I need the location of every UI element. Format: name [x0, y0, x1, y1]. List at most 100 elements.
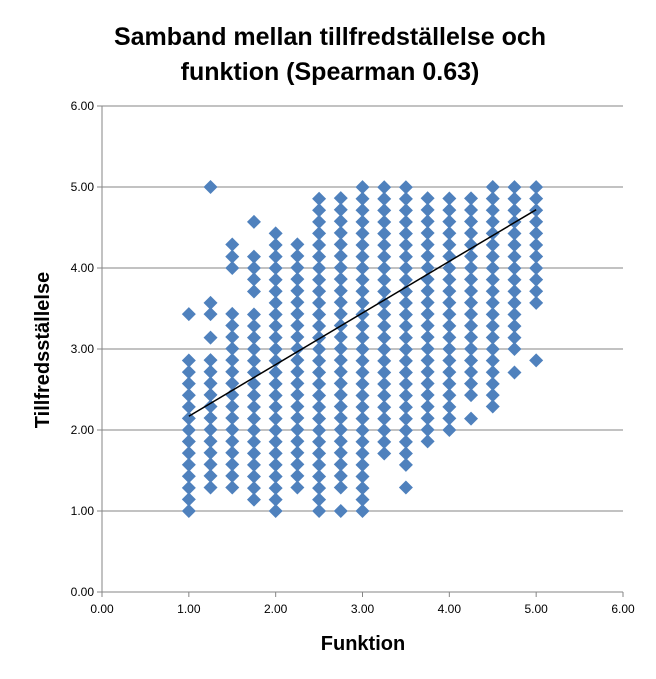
data-point: [312, 295, 327, 310]
data-point: [507, 284, 522, 299]
data-point: [377, 307, 392, 322]
data-point: [312, 446, 327, 461]
data-point: [290, 249, 305, 264]
data-point: [529, 249, 544, 264]
data-point: [442, 353, 457, 368]
data-point: [377, 353, 392, 368]
data-point: [420, 202, 435, 217]
data-point: [333, 272, 348, 287]
data-point: [268, 388, 283, 403]
data-point: [268, 481, 283, 496]
data-point: [398, 446, 413, 461]
y-tick-label: 3.00: [71, 342, 95, 356]
data-point: [225, 261, 240, 275]
data-point: [225, 306, 240, 321]
data-point: [464, 388, 479, 403]
trendline: [188, 209, 537, 417]
data-point: [246, 481, 261, 496]
data-point: [355, 388, 370, 403]
y-axis-title: Tillfredsställelse: [32, 272, 54, 428]
data-point: [420, 422, 435, 437]
data-point: [268, 353, 283, 368]
data-point: [355, 319, 370, 334]
data-point: [290, 353, 305, 368]
data-point: [442, 318, 457, 333]
data-point: [442, 214, 457, 229]
data-point: [246, 319, 261, 334]
data-point: [442, 365, 457, 380]
data-point: [203, 330, 218, 345]
data-point: [290, 306, 305, 321]
data-point: [246, 423, 261, 438]
data-point: [225, 445, 240, 460]
data-point: [464, 226, 479, 241]
data-point: [485, 353, 500, 368]
data-point: [268, 434, 283, 449]
data-point: [312, 400, 327, 415]
data-point: [464, 191, 479, 206]
data-point: [333, 249, 348, 264]
data-point: [333, 306, 348, 321]
data-point: [464, 260, 479, 275]
data-point: [398, 457, 413, 472]
data-point: [333, 191, 348, 206]
data-point: [312, 423, 327, 438]
data-point: [377, 319, 392, 334]
data-point: [442, 237, 457, 252]
data-point: [268, 400, 283, 415]
data-point: [507, 307, 522, 322]
data-point: [181, 365, 196, 380]
data-point: [485, 284, 500, 299]
data-point: [442, 399, 457, 414]
data-point: [203, 307, 218, 322]
data-point: [377, 272, 392, 287]
data-point: [268, 319, 283, 334]
data-point: [181, 457, 196, 472]
data-point: [355, 434, 370, 449]
data-point: [507, 238, 522, 253]
data-point: [507, 249, 522, 264]
data-point: [355, 469, 370, 484]
data-point: [355, 446, 370, 461]
data-point: [246, 457, 261, 472]
data-point: [420, 388, 435, 403]
data-point: [268, 284, 283, 299]
x-tick-labels: 0.00 1.00 2.00 3.00 4.00 5.00 6.00: [90, 592, 635, 616]
data-point: [398, 226, 413, 241]
data-point: [290, 468, 305, 483]
data-point: [398, 284, 413, 299]
data-point: [333, 504, 348, 518]
data-point: [312, 238, 327, 253]
data-point: [203, 295, 218, 310]
data-point: [355, 226, 370, 241]
data-point: [377, 261, 392, 276]
data-point: [442, 226, 457, 241]
y-tick-label: 1.00: [71, 504, 95, 518]
data-point: [398, 342, 413, 357]
data-point: [529, 237, 544, 252]
data-point: [203, 457, 218, 472]
data-point: [485, 318, 500, 333]
y-tick-label: 2.00: [71, 423, 95, 437]
data-point: [290, 237, 305, 252]
data-point: [312, 261, 327, 276]
data-point: [246, 353, 261, 368]
data-point: [246, 342, 261, 357]
data-points: [181, 180, 544, 518]
data-point: [507, 226, 522, 241]
data-point: [442, 295, 457, 310]
data-point: [312, 203, 327, 218]
data-point: [442, 284, 457, 299]
x-tick-label: 5.00: [524, 602, 548, 616]
data-point: [246, 434, 261, 449]
data-point: [203, 353, 218, 368]
y-tick-label: 5.00: [71, 180, 95, 194]
data-point: [529, 272, 544, 287]
data-point: [355, 457, 370, 472]
data-point: [355, 284, 370, 299]
data-point: [485, 237, 500, 252]
data-point: [225, 387, 240, 402]
data-point: [398, 400, 413, 415]
data-point: [355, 295, 370, 310]
